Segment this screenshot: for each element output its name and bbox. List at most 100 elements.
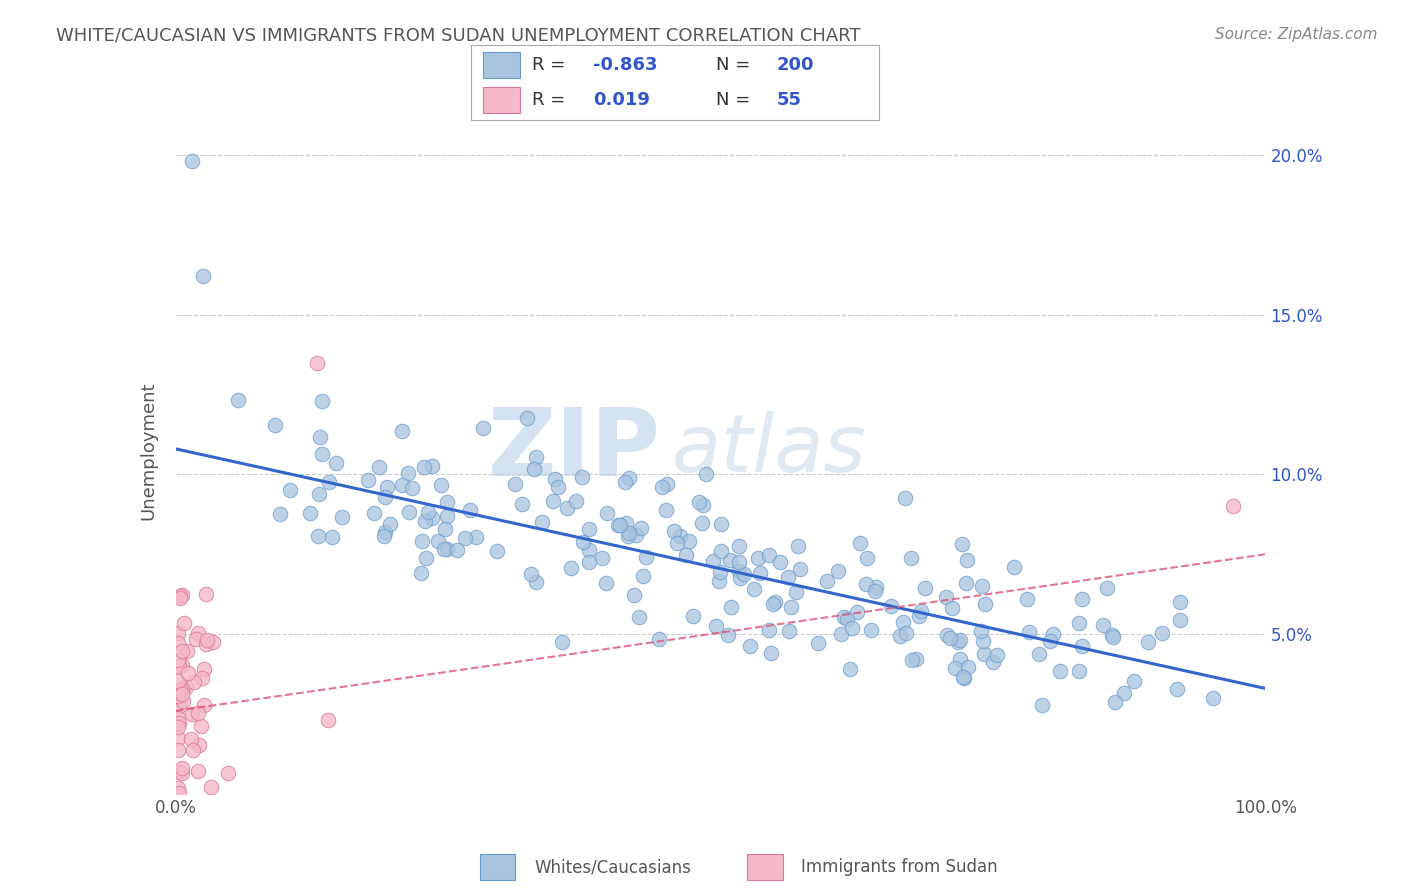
Point	[815, 574, 838, 588]
Point	[453, 531, 475, 545]
Point	[678, 533, 700, 548]
Text: 200: 200	[778, 56, 814, 74]
Point	[167, 653, 190, 667]
Point	[170, 687, 193, 701]
Text: ZIP: ZIP	[488, 404, 661, 497]
Point	[709, 565, 731, 579]
Point	[972, 634, 994, 648]
Point	[1070, 592, 1092, 607]
Point	[1049, 664, 1071, 678]
Point	[167, 690, 190, 704]
Point	[623, 589, 645, 603]
Point	[433, 542, 456, 557]
Text: 55: 55	[778, 91, 801, 109]
Point	[682, 609, 704, 624]
Point	[167, 731, 190, 746]
Point	[263, 418, 285, 433]
Point	[167, 625, 190, 640]
Point	[624, 528, 647, 542]
Point	[973, 647, 995, 661]
Point	[191, 269, 214, 284]
Point	[607, 517, 630, 532]
Text: Whites/Caucasians: Whites/Caucasians	[534, 858, 692, 876]
Point	[727, 556, 749, 570]
Point	[200, 780, 222, 795]
Point	[380, 516, 402, 531]
Point	[730, 571, 752, 585]
Point	[936, 628, 959, 642]
Point	[190, 719, 212, 733]
Point	[1104, 695, 1126, 709]
Point	[733, 566, 755, 581]
Point	[543, 472, 565, 486]
Point	[616, 529, 638, 543]
Point	[789, 562, 811, 576]
Point	[949, 652, 972, 666]
Point	[184, 632, 207, 647]
Point	[662, 524, 685, 539]
Point	[720, 553, 742, 567]
Point	[894, 491, 917, 506]
Point	[170, 761, 193, 775]
Point	[373, 529, 395, 543]
Point	[510, 497, 533, 511]
Point	[762, 597, 785, 611]
Point	[832, 609, 855, 624]
Point	[780, 599, 803, 614]
Point	[710, 543, 733, 558]
Point	[307, 529, 329, 543]
Point	[187, 764, 209, 778]
Point	[1122, 673, 1144, 688]
Point	[420, 458, 443, 473]
Point	[955, 576, 977, 591]
Point	[458, 503, 481, 517]
Point	[613, 475, 636, 490]
Point	[413, 514, 436, 528]
Point	[1002, 560, 1025, 574]
Point	[914, 581, 936, 595]
Point	[717, 628, 740, 642]
Point	[692, 498, 714, 512]
Point	[720, 599, 742, 614]
Point	[363, 506, 385, 520]
Point	[935, 590, 957, 604]
Point	[571, 470, 593, 484]
Point	[173, 615, 195, 630]
Point	[938, 632, 960, 646]
Point	[226, 393, 249, 408]
Point	[1015, 591, 1038, 606]
Point	[170, 588, 193, 602]
Point	[704, 618, 727, 632]
Point	[900, 551, 922, 566]
Point	[516, 410, 538, 425]
Point	[217, 766, 239, 780]
Point	[201, 635, 224, 649]
Point	[195, 633, 218, 648]
Text: 0.019: 0.019	[593, 91, 650, 109]
Point	[188, 739, 211, 753]
Point	[630, 521, 652, 535]
Point	[411, 533, 433, 548]
Point	[907, 609, 929, 624]
Point	[555, 501, 578, 516]
Point	[827, 564, 849, 578]
Point	[970, 579, 993, 593]
Point	[167, 711, 190, 725]
Point	[409, 566, 432, 580]
Point	[311, 394, 333, 409]
Text: WHITE/CAUCASIAN VS IMMIGRANTS FROM SUDAN UNEMPLOYMENT CORRELATION CHART: WHITE/CAUCASIAN VS IMMIGRANTS FROM SUDAN…	[56, 27, 860, 45]
Point	[953, 671, 976, 685]
Point	[415, 551, 437, 566]
Point	[547, 480, 569, 494]
Point	[486, 544, 509, 558]
Point	[1152, 625, 1174, 640]
Point	[910, 604, 932, 618]
Point	[1031, 698, 1053, 712]
Point	[747, 551, 769, 566]
Point	[956, 660, 979, 674]
Point	[167, 636, 190, 650]
Point	[889, 629, 911, 643]
Point	[785, 585, 807, 599]
Point	[1112, 686, 1135, 700]
Point	[167, 786, 190, 800]
